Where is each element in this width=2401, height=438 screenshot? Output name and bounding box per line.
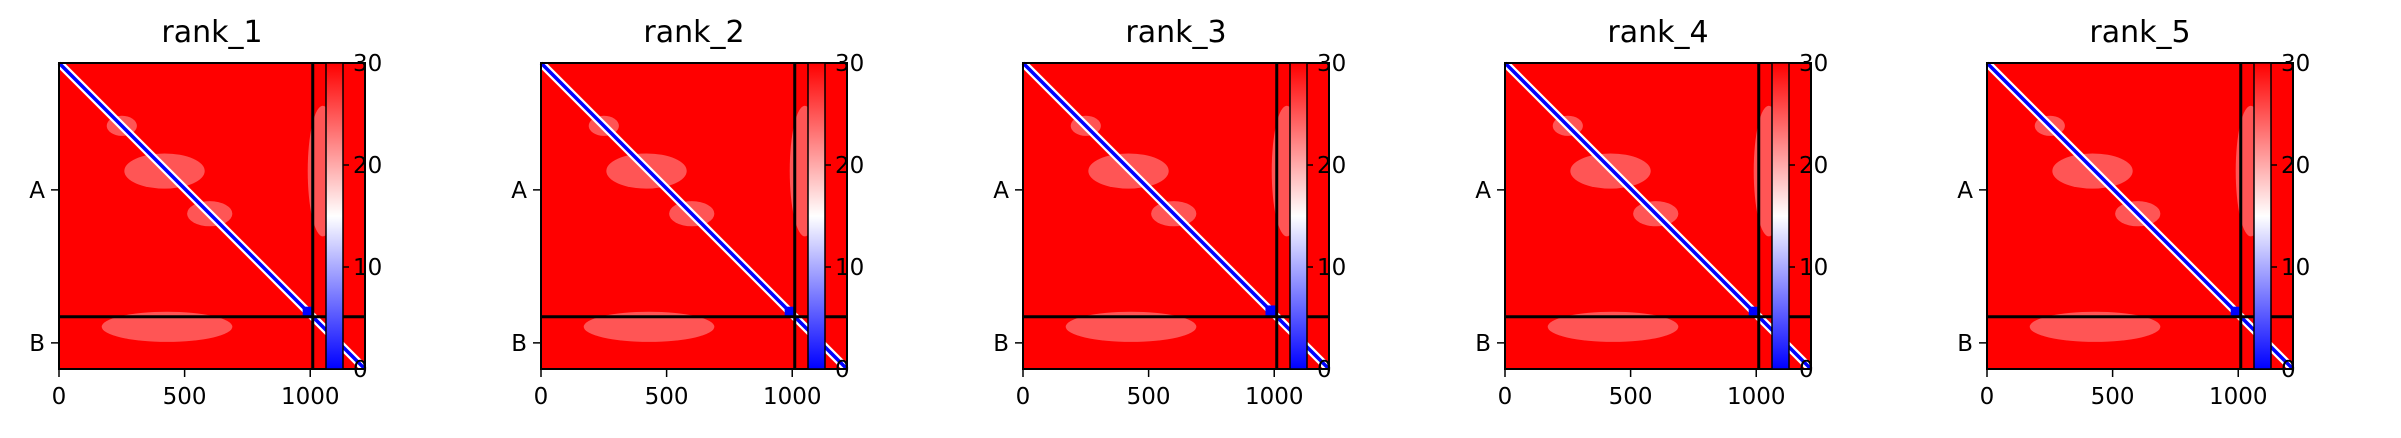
heatmap-patch <box>2029 311 2161 342</box>
panel-title: rank_2 <box>643 15 744 50</box>
colorbar-tick-label: 20 <box>2281 153 2310 179</box>
colorbar <box>807 62 826 370</box>
x-tick-label: 0 <box>1980 384 1995 410</box>
colorbar-tick-label: 0 <box>1317 357 1332 383</box>
x-tick-label: 500 <box>2091 384 2135 410</box>
y-tick-label: A <box>29 178 45 204</box>
y-tick-label: A <box>1475 178 1491 204</box>
pae-panel-2: rank_2 0 500 1000 A B 0 10 20 30 <box>511 15 864 410</box>
low-error-block <box>784 306 795 317</box>
panel-title: rank_4 <box>1607 15 1708 50</box>
colorbar-tick-label: 10 <box>2281 255 2310 281</box>
x-tick-label: 0 <box>1498 384 1513 410</box>
colorbar-tick-label: 0 <box>835 357 850 383</box>
low-error-block <box>1748 306 1759 317</box>
heatmap-patch <box>1065 311 1197 342</box>
low-error-block <box>2230 306 2241 317</box>
heatmap-patch <box>101 311 233 342</box>
colorbar-tick-label: 20 <box>1317 153 1346 179</box>
colorbar-tick-label: 20 <box>353 153 382 179</box>
y-tick-label: B <box>511 331 527 357</box>
x-tick-label: 1000 <box>2209 384 2268 410</box>
x-tick-label: 500 <box>163 384 207 410</box>
low-error-block <box>302 306 313 317</box>
colorbar <box>1771 62 1790 370</box>
x-tick-label: 1000 <box>1245 384 1304 410</box>
y-tick-label: B <box>29 331 45 357</box>
colorbar-tick-label: 30 <box>835 51 864 77</box>
low-error-block <box>1265 305 1277 317</box>
colorbar-tick-label: 0 <box>1799 357 1814 383</box>
colorbar-tick-label: 10 <box>835 255 864 281</box>
heatmap-patch <box>583 311 715 342</box>
colorbar <box>325 62 344 370</box>
plot-frame <box>540 62 848 370</box>
x-tick-label: 1000 <box>281 384 340 410</box>
colorbar-tick-label: 0 <box>2281 357 2296 383</box>
heatmap-patch <box>1547 311 1679 342</box>
colorbar-tick-label: 30 <box>2281 51 2310 77</box>
colorbar-tick-label: 20 <box>835 153 864 179</box>
panel-title: rank_3 <box>1125 15 1226 50</box>
x-tick-label: 500 <box>1609 384 1653 410</box>
pae-panel-4: rank_4 0 500 1000 A B 0 10 20 30 <box>1475 15 1828 410</box>
plot-frame <box>1986 62 2294 370</box>
pae-panel-5: rank_5 0 500 1000 A B 0 10 20 30 <box>1957 15 2310 410</box>
x-tick-label: 500 <box>645 384 689 410</box>
x-tick-label: 0 <box>52 384 67 410</box>
colorbar-tick-label: 30 <box>1799 51 1828 77</box>
y-tick-label: A <box>511 178 527 204</box>
colorbar <box>1289 62 1308 370</box>
x-tick-label: 1000 <box>763 384 822 410</box>
x-tick-label: 0 <box>1016 384 1031 410</box>
plot-frame <box>1504 62 1812 370</box>
y-tick-label: A <box>993 178 1009 204</box>
colorbar-tick-label: 30 <box>1317 51 1346 77</box>
panel-title: rank_5 <box>2089 15 2190 50</box>
colorbar-tick-label: 20 <box>1799 153 1828 179</box>
x-tick-label: 500 <box>1127 384 1171 410</box>
plot-frame <box>58 62 366 370</box>
x-tick-label: 0 <box>534 384 549 410</box>
y-tick-label: B <box>1957 331 1973 357</box>
x-tick-label: 1000 <box>1727 384 1786 410</box>
colorbar-tick-label: 10 <box>353 255 382 281</box>
pae-panel-1: rank_1 0 500 1000 A B 0 10 20 30 <box>29 15 382 410</box>
colorbar-tick-label: 0 <box>353 357 368 383</box>
y-tick-label: A <box>1957 178 1973 204</box>
colorbar <box>2253 62 2272 370</box>
y-tick-label: B <box>1475 331 1491 357</box>
panel-title: rank_1 <box>161 15 262 50</box>
y-tick-label: B <box>993 331 1009 357</box>
pae-panel-3: rank_3 0 500 1000 A B 0 10 20 30 <box>993 15 1346 410</box>
plot-frame <box>1022 62 1330 370</box>
colorbar-tick-label: 10 <box>1317 255 1346 281</box>
colorbar-tick-label: 30 <box>353 51 382 77</box>
colorbar-tick-label: 10 <box>1799 255 1828 281</box>
